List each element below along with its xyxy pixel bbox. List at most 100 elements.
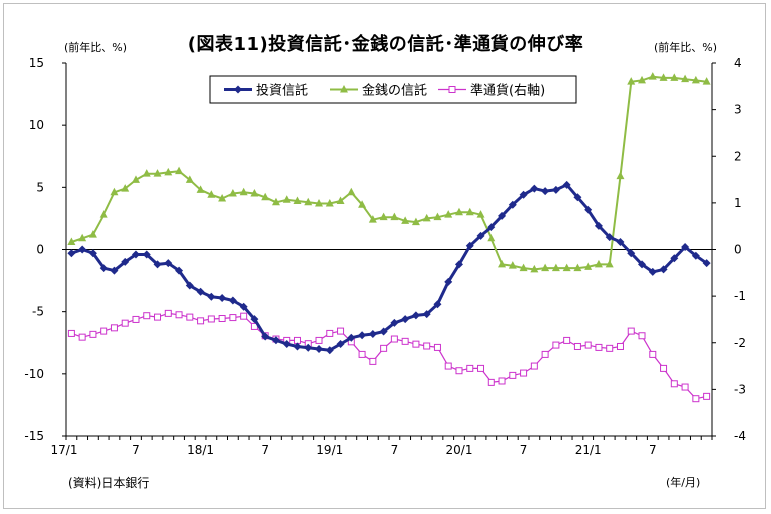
data-point <box>271 197 280 206</box>
data-point <box>573 193 582 202</box>
data-point <box>498 211 507 220</box>
data-point <box>638 75 647 84</box>
data-point <box>605 233 614 242</box>
data-point <box>380 344 388 352</box>
data-point <box>88 249 97 258</box>
data-point <box>261 192 270 201</box>
right-tick-label: 1 <box>734 196 742 210</box>
data-point <box>551 263 560 272</box>
data-point <box>670 254 679 263</box>
data-point <box>304 197 313 206</box>
series-line <box>70 183 708 352</box>
data-point <box>390 335 398 343</box>
data-point <box>401 337 409 345</box>
data-point <box>358 331 367 340</box>
data-point <box>282 195 291 203</box>
right-tick-label: 0 <box>734 243 742 257</box>
x-axis-ticks: 17/1 7 18/1 7 19/1 7 20/1 7 21/1 7 <box>51 436 713 457</box>
data-point <box>207 190 216 198</box>
data-point <box>562 180 571 189</box>
data-point <box>99 210 108 218</box>
data-point <box>433 343 441 351</box>
chart-axes <box>65 63 713 437</box>
right-axis-unit: (前年比、%) <box>654 41 718 54</box>
data-point <box>304 343 313 352</box>
data-point <box>154 313 162 321</box>
data-point <box>412 340 420 348</box>
data-point <box>616 171 625 180</box>
data-point <box>164 259 173 268</box>
data-point <box>78 245 87 254</box>
data-point <box>207 292 216 301</box>
data-point <box>444 277 453 286</box>
data-point <box>477 364 485 372</box>
legend-label: 準通貨(右軸) <box>470 83 545 99</box>
right-tick-label: -3 <box>734 382 746 396</box>
data-point <box>250 189 259 197</box>
data-point <box>325 346 334 355</box>
data-point <box>508 261 517 269</box>
data-point <box>100 327 108 335</box>
data-point <box>411 311 420 320</box>
data-point <box>197 317 205 325</box>
data-point <box>466 364 474 372</box>
data-point <box>670 73 679 81</box>
data-point <box>638 332 646 340</box>
data-point <box>293 196 302 205</box>
data-point <box>175 311 183 319</box>
data-point <box>681 243 690 252</box>
data-point <box>659 265 668 274</box>
legend-marker <box>448 86 456 93</box>
data-point <box>509 371 517 379</box>
data-point <box>110 266 119 275</box>
data-point <box>131 175 140 183</box>
data-point <box>703 392 711 400</box>
data-point <box>67 329 75 337</box>
data-point <box>616 342 624 350</box>
data-point <box>670 380 678 388</box>
data-point <box>648 72 657 80</box>
data-point <box>660 364 668 372</box>
data-point <box>315 344 324 353</box>
data-point <box>454 207 463 216</box>
data-point <box>530 264 539 273</box>
data-point <box>648 267 657 276</box>
data-point <box>422 213 431 222</box>
data-point <box>627 327 635 335</box>
data-point <box>444 362 452 370</box>
chart-legend: 投資信託 金銭の信託 準通貨(右軸) <box>209 75 577 104</box>
right-tick-label: 4 <box>734 56 742 70</box>
data-point <box>594 259 603 268</box>
data-point <box>520 369 528 377</box>
data-point <box>465 207 474 216</box>
right-tick-label: -1 <box>734 289 746 303</box>
data-point <box>326 329 334 337</box>
x-tick-label: 7 <box>261 443 269 457</box>
data-point <box>196 287 205 296</box>
legend-marker <box>340 85 348 93</box>
data-point <box>239 302 248 311</box>
data-point <box>519 190 528 199</box>
data-point <box>584 341 592 349</box>
data-point <box>336 339 345 348</box>
data-point <box>89 330 97 338</box>
x-tick-label: 18/1 <box>187 443 214 457</box>
data-point <box>573 342 581 350</box>
right-tick-label: -4 <box>734 429 746 443</box>
data-point <box>337 327 345 335</box>
data-point <box>465 241 474 250</box>
data-point <box>369 357 377 365</box>
data-point <box>551 185 560 194</box>
data-point <box>121 319 129 327</box>
data-point <box>218 315 226 323</box>
x-tick-label: 7 <box>520 443 528 457</box>
series-group <box>67 72 711 403</box>
data-point <box>218 293 227 302</box>
data-point <box>218 194 227 202</box>
right-axis-ticks: 4 3 2 1 0 -1 -2 -3 -4 <box>712 56 746 443</box>
data-point <box>142 250 151 259</box>
data-point <box>379 327 388 336</box>
data-point <box>228 296 237 305</box>
left-tick-label: -5 <box>32 305 44 319</box>
